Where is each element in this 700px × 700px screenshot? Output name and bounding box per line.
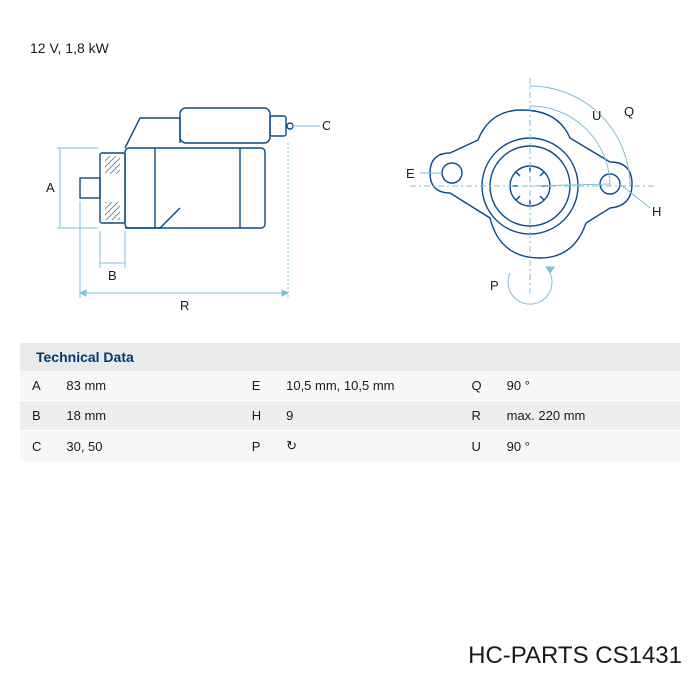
dim-label-r: R xyxy=(180,298,189,313)
brand-prefix: HC-PARTS xyxy=(468,642,595,669)
table-row: C 30, 50 P ↻ U 90 ° xyxy=(20,431,680,462)
dim-label-h: H xyxy=(652,204,661,219)
cell-val: 90 ° xyxy=(495,371,680,401)
cell-val: 83 mm xyxy=(54,371,239,401)
dim-label-c: C xyxy=(322,118,330,133)
cell-val: 10,5 mm, 10,5 mm xyxy=(274,371,459,401)
brand-part-number: HC-PARTS CS1431 xyxy=(468,642,682,670)
cell-key: P xyxy=(240,431,274,462)
cell-val: 9 xyxy=(274,401,459,431)
cell-val: ↻ xyxy=(274,431,459,462)
cell-key: U xyxy=(459,431,494,462)
voltage-power-rating: 12 V, 1,8 kW xyxy=(20,40,680,56)
cell-key: Q xyxy=(459,371,494,401)
dim-label-a: A xyxy=(46,180,55,195)
cell-key: B xyxy=(20,401,54,431)
cell-val: 90 ° xyxy=(495,431,680,462)
dim-label-q: Q xyxy=(624,104,634,119)
cell-key: C xyxy=(20,431,54,462)
dim-label-e: E xyxy=(406,166,415,181)
cell-key: E xyxy=(240,371,274,401)
cell-val: max. 220 mm xyxy=(495,401,680,431)
dim-label-p: P xyxy=(490,278,499,293)
dim-label-u: U xyxy=(592,108,601,123)
table-row: A 83 mm E 10,5 mm, 10,5 mm Q 90 ° xyxy=(20,371,680,401)
dim-label-b: B xyxy=(108,268,117,283)
diagram-row: A B R C xyxy=(20,68,680,318)
technical-data-table: A 83 mm E 10,5 mm, 10,5 mm Q 90 ° B 18 m… xyxy=(20,371,680,462)
cell-key: R xyxy=(459,401,494,431)
cell-val: 30, 50 xyxy=(54,431,239,462)
cell-key: A xyxy=(20,371,54,401)
technical-data-header: Technical Data xyxy=(20,343,680,371)
front-view-diagram: E H P Q U xyxy=(370,68,670,318)
cell-key: H xyxy=(240,401,274,431)
table-row: B 18 mm H 9 R max. 220 mm xyxy=(20,401,680,431)
cell-val: 18 mm xyxy=(54,401,239,431)
part-number: CS1431 xyxy=(595,642,682,669)
side-view-diagram: A B R C xyxy=(30,68,330,318)
